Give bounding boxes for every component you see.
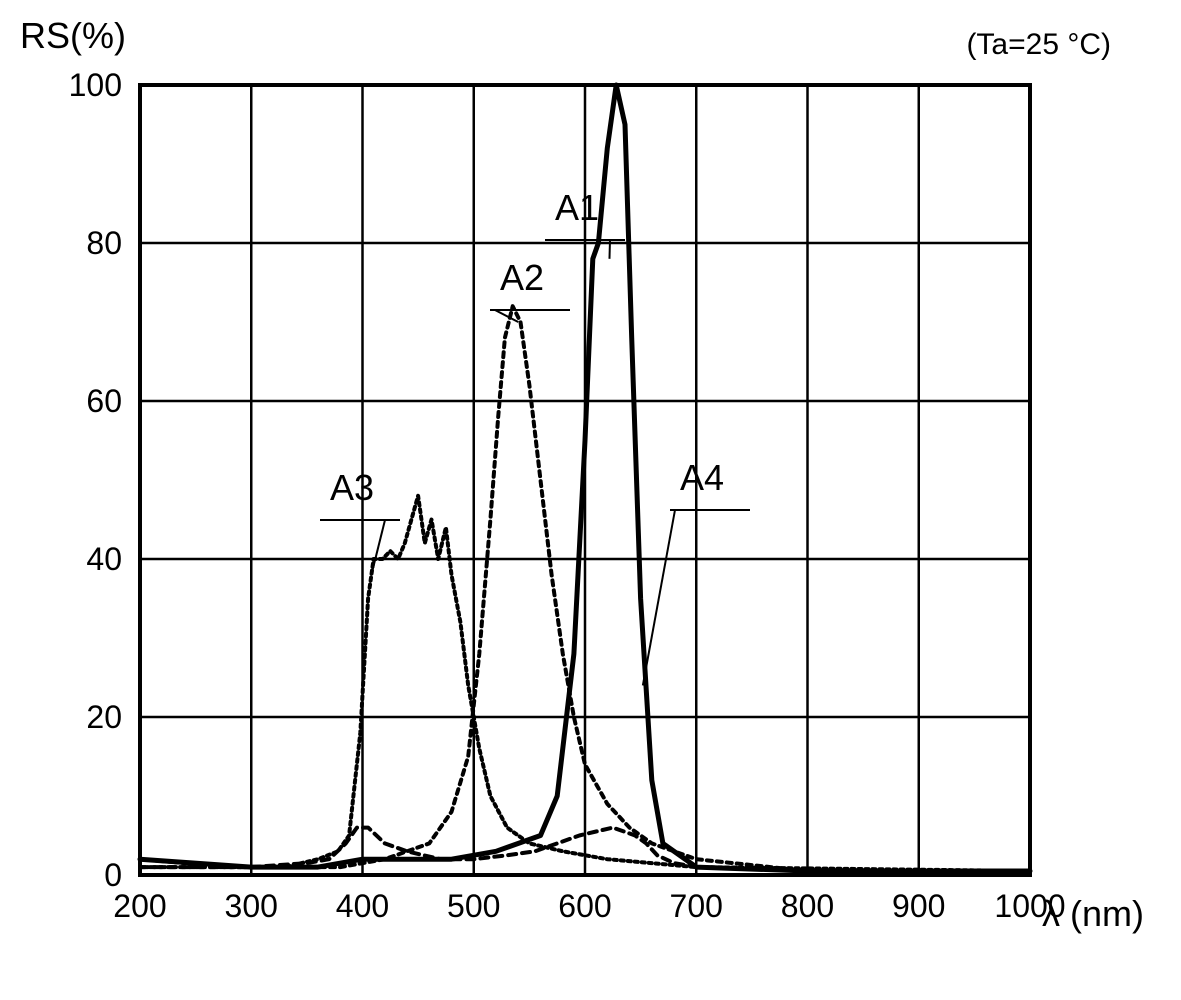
y-tick-label: 80 — [86, 225, 122, 261]
x-axis-title: λ (nm) — [1042, 893, 1144, 935]
series-label-A4: A4 — [680, 457, 724, 498]
series-label-A1: A1 — [555, 187, 599, 228]
y-tick-label: 100 — [69, 67, 122, 103]
x-tick-label: 600 — [558, 888, 611, 924]
series-label-A3: A3 — [330, 467, 374, 508]
x-tick-label: 700 — [670, 888, 723, 924]
x-tick-label: 300 — [225, 888, 278, 924]
x-tick-label: 200 — [113, 888, 166, 924]
y-tick-label: 0 — [104, 857, 122, 893]
series-label-A2: A2 — [500, 257, 544, 298]
x-tick-label: 900 — [892, 888, 945, 924]
x-tick-label: 400 — [336, 888, 389, 924]
y-tick-label: 40 — [86, 541, 122, 577]
y-tick-label: 20 — [86, 699, 122, 735]
y-tick-label: 60 — [86, 383, 122, 419]
x-tick-label: 500 — [447, 888, 500, 924]
spectral-chart: A1A2A3A420030040050060070080090010000204… — [0, 0, 1181, 1000]
chart-annotation: (Ta=25 °C) — [966, 28, 1111, 62]
chart-svg: A1A2A3A420030040050060070080090010000204… — [0, 0, 1181, 1000]
x-tick-label: 800 — [781, 888, 834, 924]
y-axis-title: RS(%) — [20, 15, 126, 57]
